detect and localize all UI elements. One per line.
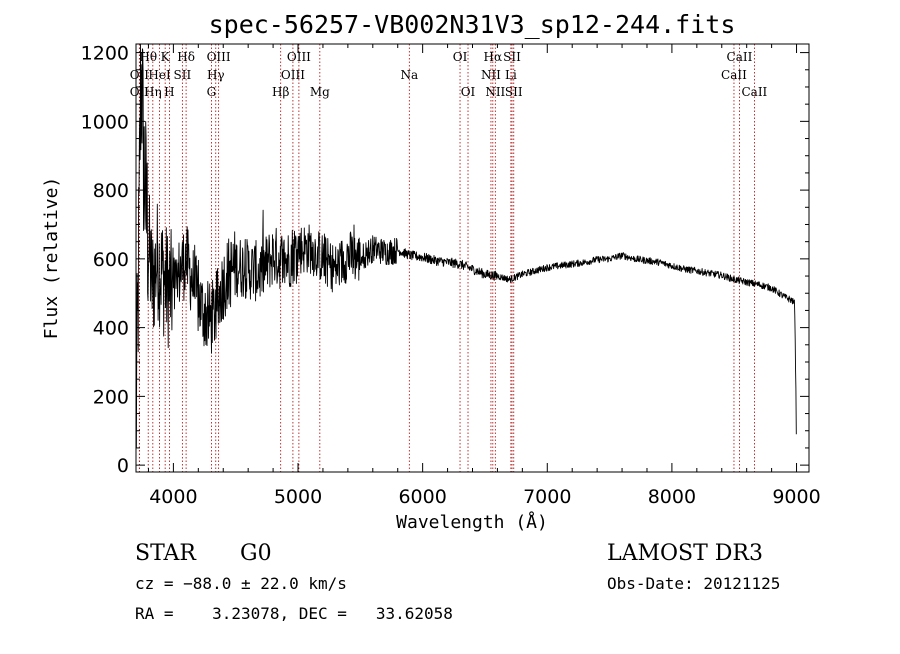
observation-date: Obs-Date: 20121125 (607, 574, 780, 593)
x-axis-ticks: 4000 5000 6000 7000 8000 9000 (147, 44, 821, 508)
line-label-K: K (161, 50, 171, 64)
line-label-Halpha: Hα (484, 50, 503, 64)
object-type: STAR (135, 541, 197, 566)
line-label-Li: Li (505, 68, 517, 82)
x-tick-label: 7000 (523, 486, 571, 508)
line-label-Hdelta: Hδ (177, 50, 195, 64)
line-label-Na: Na (400, 68, 418, 82)
line-label-OII-2: OII (130, 85, 150, 99)
x-axis-label: Wavelength (Å) (396, 511, 548, 533)
y-tick-label: 200 (93, 386, 129, 408)
line-label-OI: OI (453, 50, 468, 64)
y-tick-label: 0 (117, 455, 129, 477)
x-tick-label: 4000 (149, 486, 197, 508)
chart-title: spec-56257-VB002N31V3_sp12-244.fits (209, 10, 736, 39)
line-label-Mg: Mg (310, 85, 330, 99)
line-label-CaII-2: CaII (721, 68, 747, 82)
line-label-SII-2: SII (503, 50, 521, 64)
x-tick-label: 8000 (648, 486, 696, 508)
x-tick-label: 5000 (274, 486, 322, 508)
redshift-cz: cz = −88.0 ± 22.0 km/s (135, 574, 347, 593)
line-label-H: H (164, 85, 174, 99)
coordinates-radec: RA = 3.23078, DEC = 33.62058 (135, 604, 453, 623)
line-label-Hgamma: Hγ (207, 68, 225, 82)
y-tick-label: 800 (93, 180, 129, 202)
line-label-OII: OII (130, 68, 150, 82)
line-label-SII: SII (174, 68, 192, 82)
line-label-Hbeta: Hβ (272, 85, 289, 99)
line-label-Heta: Hη (144, 85, 162, 99)
line-label-NII-2: NII (485, 85, 505, 99)
line-label-OIII: OIII (207, 50, 231, 64)
survey-name: LAMOST DR3 (607, 541, 763, 566)
y-tick-label: 1000 (81, 111, 129, 133)
line-label-NII: NII (481, 68, 501, 82)
line-label-SII-3: SII (505, 85, 523, 99)
line-label-CaII-3: CaII (741, 85, 767, 99)
spectrum-layer (135, 43, 797, 449)
x-tick-label: 9000 (772, 486, 820, 508)
y-tick-label: 1200 (81, 43, 129, 65)
line-label-OIII-3: OIII (281, 68, 305, 82)
line-label-CaII: CaII (727, 50, 753, 64)
line-label-Htheta: Hθ (139, 50, 157, 64)
line-label-HeI: HeI (148, 68, 171, 82)
y-axis-ticks: 0 200 400 600 800 1000 1200 (81, 43, 809, 477)
y-tick-label: 600 (93, 249, 129, 271)
spectrum-line (135, 43, 797, 449)
line-label-OIII-2: OIII (287, 50, 311, 64)
x-tick-label: 6000 (398, 486, 446, 508)
y-axis-label: Flux (relative) (41, 177, 62, 340)
object-subclass: G0 (240, 541, 272, 566)
line-label-OI-2: OI (461, 85, 476, 99)
y-tick-label: 400 (93, 318, 129, 340)
line-label-G: G (207, 85, 217, 99)
